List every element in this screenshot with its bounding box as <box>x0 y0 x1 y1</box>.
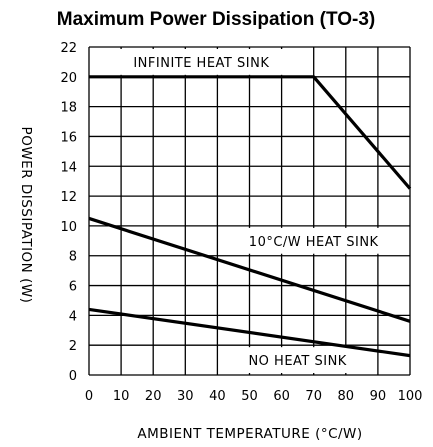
x-tick-labels: 0 10 20 30 40 50 60 70 80 90 100 <box>85 389 423 404</box>
chart-title: Maximum Power Dissipation (TO-3) <box>57 9 375 30</box>
x-tick-label-10: 100 <box>398 389 423 404</box>
y-axis-label: POWER DISSIPATION (W) <box>18 127 34 304</box>
y-tick-labels: 0 2 4 6 8 10 12 14 16 18 20 22 <box>60 41 77 384</box>
x-tick-label-6: 60 <box>273 389 290 404</box>
x-tick-label-3: 30 <box>177 389 194 404</box>
x-tick-label-0: 0 <box>85 389 93 404</box>
x-tick-label-1: 10 <box>113 389 130 404</box>
series-label-boxes <box>91 49 408 373</box>
series-label-1: 10°C/W HEAT SINK <box>249 235 379 250</box>
y-tick-label-9: 18 <box>60 101 77 116</box>
series-labels: INFINITE HEAT SINK 10°C/W HEAT SINK NO HEA… <box>133 56 378 369</box>
y-tick-label-0: 0 <box>69 369 77 384</box>
series-label-0: INFINITE HEAT SINK <box>133 56 269 71</box>
x-tick-label-5: 50 <box>241 389 258 404</box>
series-line-1 <box>88 216 411 323</box>
y-tick-label-10: 20 <box>60 71 77 86</box>
y-tick-label-8: 16 <box>60 130 77 145</box>
y-tick-label-5: 10 <box>60 220 77 235</box>
series-label-box-1 <box>219 227 408 254</box>
y-tick-label-11: 22 <box>60 41 77 56</box>
y-tick-label-7: 14 <box>60 160 77 175</box>
series-label-box-2 <box>219 347 376 373</box>
x-tick-label-2: 20 <box>145 389 162 404</box>
series-lines <box>88 75 412 358</box>
y-tick-label-2: 4 <box>69 309 77 324</box>
y-tick-label-6: 12 <box>60 190 77 205</box>
series-line-0 <box>89 75 412 190</box>
x-axis-label: AMBIENT TEMPERATURE (°C/W) <box>137 426 362 442</box>
x-tick-label-8: 80 <box>338 389 355 404</box>
series-label-box-0 <box>91 49 312 75</box>
y-tick-label-1: 2 <box>69 339 77 354</box>
series-line-2 <box>88 307 411 358</box>
series-label-2: NO HEAT SINK <box>248 354 346 369</box>
x-tick-label-7: 70 <box>305 389 322 404</box>
y-tick-label-4: 8 <box>69 250 77 265</box>
x-tick-label-9: 90 <box>370 389 387 404</box>
grid <box>88 46 411 376</box>
x-tick-label-4: 40 <box>209 389 226 404</box>
y-tick-label-3: 6 <box>69 280 77 295</box>
